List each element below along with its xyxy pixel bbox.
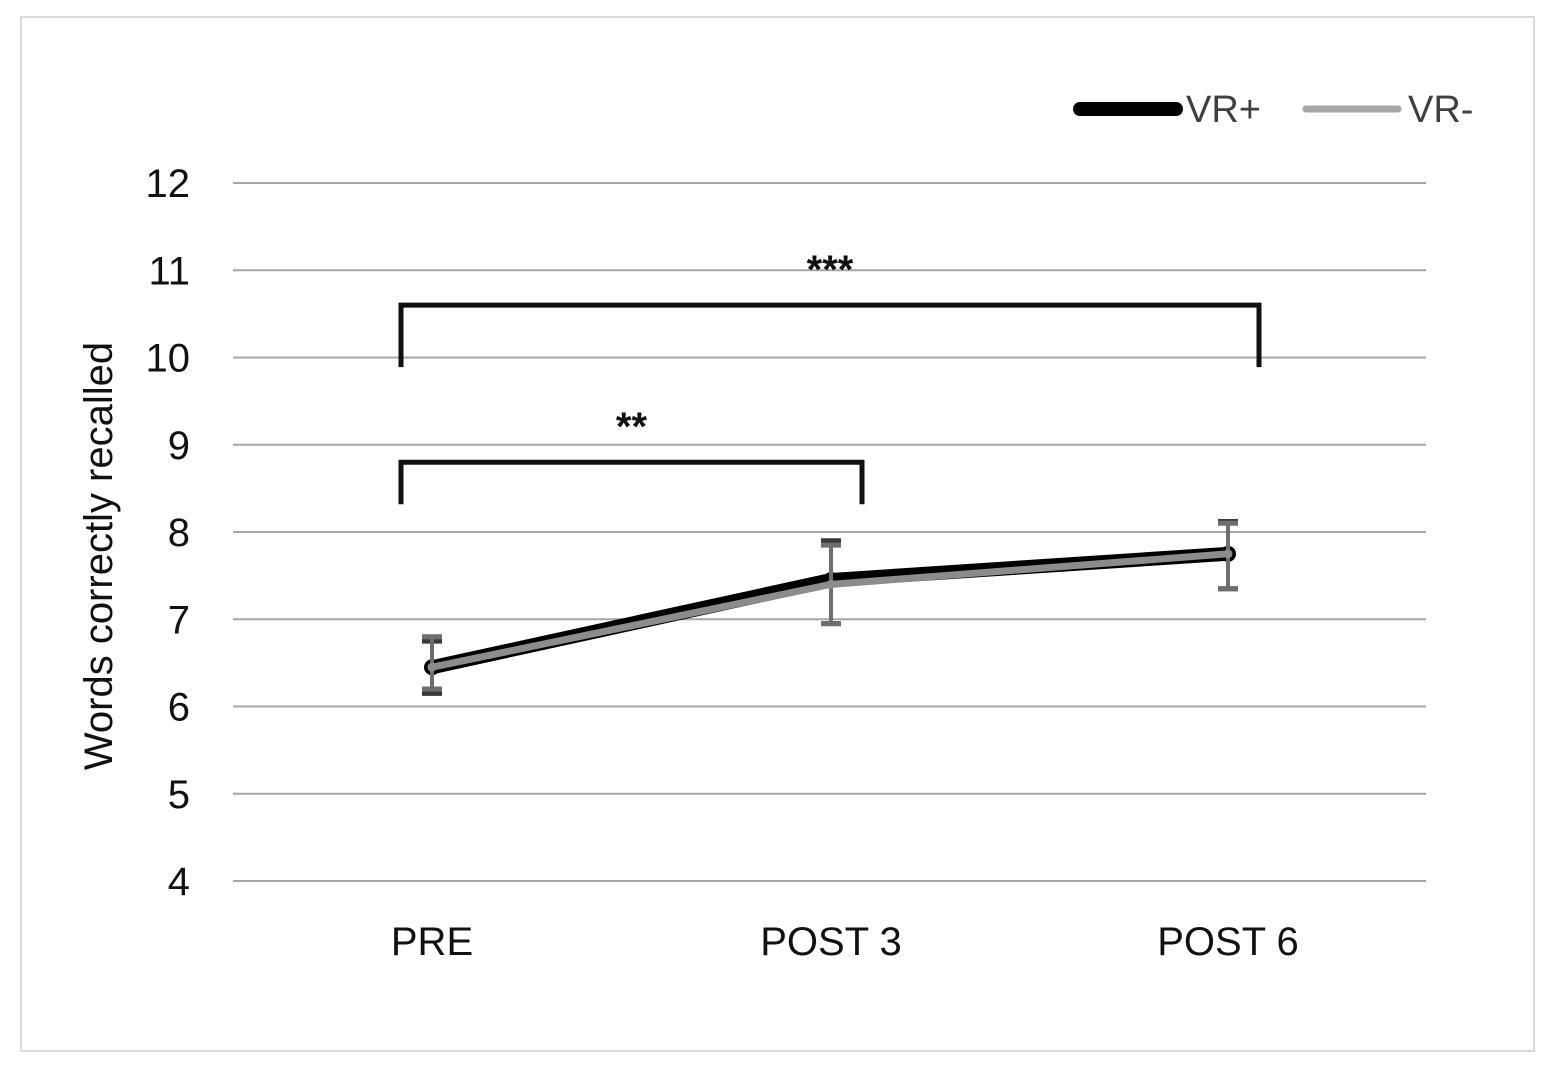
data-point-1 — [427, 662, 437, 672]
y-tick-label-7: 7 — [168, 598, 190, 642]
significance-bracket-1 — [398, 459, 865, 505]
x-tick-label-post-6: POST 6 — [1157, 920, 1299, 964]
x-axis-ticks: PRE POST 3 POST 6 — [391, 920, 1299, 964]
y-tick-label-12: 12 — [146, 162, 191, 206]
y-tick-label-8: 8 — [168, 511, 190, 555]
data-point-2 — [826, 579, 836, 589]
legend-label-vr-minus: VR- — [1408, 89, 1473, 131]
significance-label-2: *** — [807, 248, 854, 292]
y-tick-label-9: 9 — [168, 424, 190, 468]
significance-brackets: ***** — [398, 248, 1262, 505]
legend-label-vr-plus: VR+ — [1186, 89, 1261, 131]
significance-bracket-2 — [398, 302, 1262, 368]
x-tick-label-pre: PRE — [391, 920, 473, 964]
gridlines — [233, 182, 1426, 882]
y-tick-label-11: 11 — [148, 249, 190, 293]
y-tick-label-5: 5 — [168, 773, 190, 817]
chart-frame — [20, 16, 1535, 1052]
y-tick-label-4: 4 — [168, 860, 190, 904]
y-axis-ticks: 4 5 6 7 8 9 10 11 12 — [146, 162, 191, 904]
data-point-3 — [1223, 549, 1233, 559]
series-vr-minus — [422, 520, 1238, 692]
series-lines — [422, 519, 1238, 696]
y-tick-label-10: 10 — [146, 337, 191, 381]
y-tick-label-6: 6 — [168, 686, 190, 730]
significance-label-1: ** — [616, 405, 648, 449]
x-tick-label-post-3: POST 3 — [760, 920, 902, 964]
y-axis-label: Words correctly recalled — [77, 342, 121, 770]
legend: VR+ VR- — [1073, 89, 1473, 131]
